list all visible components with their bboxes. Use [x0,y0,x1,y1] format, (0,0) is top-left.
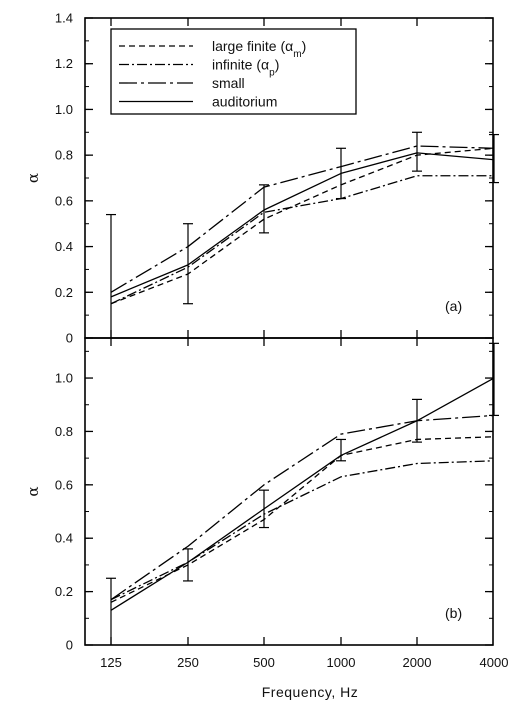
y-axis-label: α [24,486,42,496]
series-line-longdash [110,414,493,601]
y-tick-label: 1.4 [55,11,73,26]
legend-entry-symbol: (α [277,38,294,54]
error-bar [412,398,422,443]
legend-entry-paren: ) [302,38,307,54]
series-line-solid [110,377,493,611]
error-bar [412,131,422,172]
panel-b: 0 0.2 0.4 0.6 0.8 1.0 α (b) 125 250 500 1000 2000 400… [24,337,509,670]
legend-box [110,28,357,115]
error-bar [259,489,269,529]
y-tick-label: 0.4 [55,239,73,254]
y-tick-label: 0.8 [55,148,73,163]
x-tick-label: 500 [253,655,275,670]
error-bar [489,342,499,417]
series-line-dashed [110,436,493,603]
y-tick-label: 0 [66,638,73,653]
legend-entry-symbol: (α [252,57,269,73]
y-tick-label: 1.0 [55,371,73,386]
y-tick-label: 0.6 [55,477,73,492]
x-axis-label: Frequency, Hz [262,684,359,700]
error-bar [106,213,116,338]
y-tick-label: 1.2 [55,56,73,71]
error-bar [183,548,193,582]
series-line-dashdot [110,460,493,601]
legend-entry-label: small [212,75,245,91]
legend-entry-label: auditorium [212,94,277,110]
legend: large finite (αm)infinite (αp)smallaudit… [110,28,357,115]
y-tick-label: 1.0 [55,102,73,117]
series-line-dashdot [110,175,493,305]
x-tick-label: 250 [177,655,199,670]
error-bar [106,577,116,645]
x-tick-label: 1000 [327,655,356,670]
legend-entry-paren: ) [275,57,280,73]
series-group [110,377,493,611]
legend-entry-subscript: p [269,67,275,78]
series-group [110,145,493,305]
panel-b-frame [84,337,494,646]
x-tick-label: 125 [100,655,122,670]
error-bar [183,223,193,305]
error-bar [336,147,346,200]
error-bar [259,184,269,234]
y-tick-label: 0.6 [55,193,73,208]
series-line-longdash [110,145,493,293]
x-tick-label: 4000 [480,655,509,670]
legend-entry-subscript: m [293,49,301,60]
error-bar [336,438,346,462]
panel-a: 00.20.40.60.81.01.21.4α(a)large finite (… [24,11,499,346]
error-bar [489,133,499,184]
y-tick-label: 0.8 [55,424,73,439]
y-tick-label: 0 [66,331,73,346]
panel-b-label: (b) [445,605,462,621]
x-tick-label: 2000 [403,655,432,670]
y-tick-label: 0.4 [55,531,73,546]
y-tick-label: 0.2 [55,584,73,599]
series-line-solid [110,152,493,298]
y-axis-label: α [24,173,42,183]
panel-a-label: (a) [445,298,462,314]
y-tick-label: 0.2 [55,285,73,300]
